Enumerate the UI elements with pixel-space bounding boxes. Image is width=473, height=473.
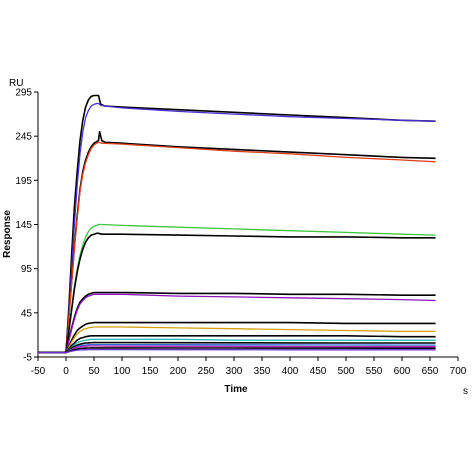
y-tick-label: 245: [15, 132, 32, 143]
x-tick-label: 150: [142, 366, 159, 377]
x-axis-title: Time: [224, 384, 248, 395]
x-unit-label: s: [463, 386, 468, 397]
y-tick-label: 95: [21, 264, 33, 275]
y-unit-label: RU: [9, 78, 23, 89]
response-curve-11: [38, 338, 436, 354]
response-curve-3: [38, 141, 436, 354]
response-curve-9: [38, 326, 436, 354]
fit-curve-5: [38, 232, 436, 354]
response-curve-16: [38, 348, 436, 354]
response-curve-1: [38, 102, 436, 354]
x-tick-label: -50: [31, 366, 46, 377]
fit-curve-12: [38, 341, 436, 354]
y-axis-ticks: -5 45 95 145 195 245 295: [15, 88, 38, 364]
x-tick-label: 250: [198, 366, 215, 377]
x-tick-label: 400: [282, 366, 299, 377]
y-tick-label: -5: [23, 353, 32, 364]
x-tick-label: 600: [394, 366, 411, 377]
x-tick-label: 100: [114, 366, 131, 377]
y-axis-title: Response: [2, 210, 13, 258]
y-tick-label: 195: [15, 176, 32, 187]
response-curve-14: [38, 345, 436, 354]
fit-curve-2: [38, 131, 436, 354]
response-curve-7: [38, 293, 436, 354]
fit-curve-10: [38, 334, 436, 354]
x-tick-label: 50: [88, 366, 100, 377]
y-tick-label: 295: [15, 88, 32, 99]
x-tick-label: 650: [422, 366, 439, 377]
x-tick-label: 350: [254, 366, 271, 377]
x-tick-label: 300: [226, 366, 243, 377]
x-tick-label: 450: [310, 366, 327, 377]
x-tick-label: 500: [338, 366, 355, 377]
fit-curve-15: [38, 347, 436, 354]
x-tick-label: 550: [366, 366, 383, 377]
x-tick-label: 200: [170, 366, 187, 377]
y-tick-label: 45: [21, 308, 33, 319]
response-curve-4: [38, 223, 436, 354]
x-axis-ticks: -50 0 50 100 150 200 250 300 350 400 450 500 550 600 6…: [31, 357, 467, 377]
series-layer: [38, 94, 436, 354]
fit-curve-0: [38, 94, 436, 354]
fit-curve-8: [38, 321, 436, 354]
y-tick-label: 145: [15, 220, 32, 231]
x-tick-label: 700: [450, 366, 467, 377]
x-tick-label: 0: [63, 366, 69, 377]
